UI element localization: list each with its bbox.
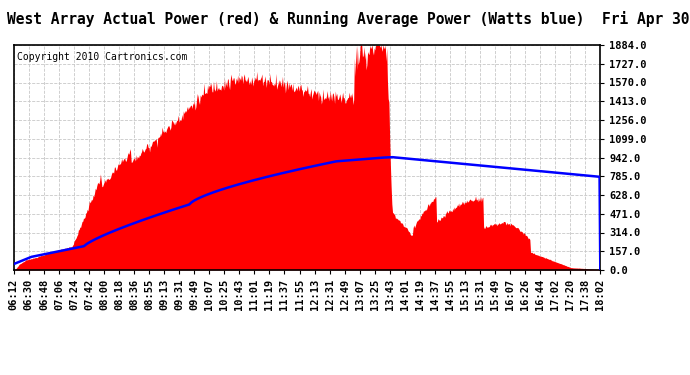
Text: West Array Actual Power (red) & Running Average Power (Watts blue)  Fri Apr 30 1: West Array Actual Power (red) & Running … bbox=[7, 11, 690, 27]
Text: Copyright 2010 Cartronics.com: Copyright 2010 Cartronics.com bbox=[17, 52, 187, 62]
